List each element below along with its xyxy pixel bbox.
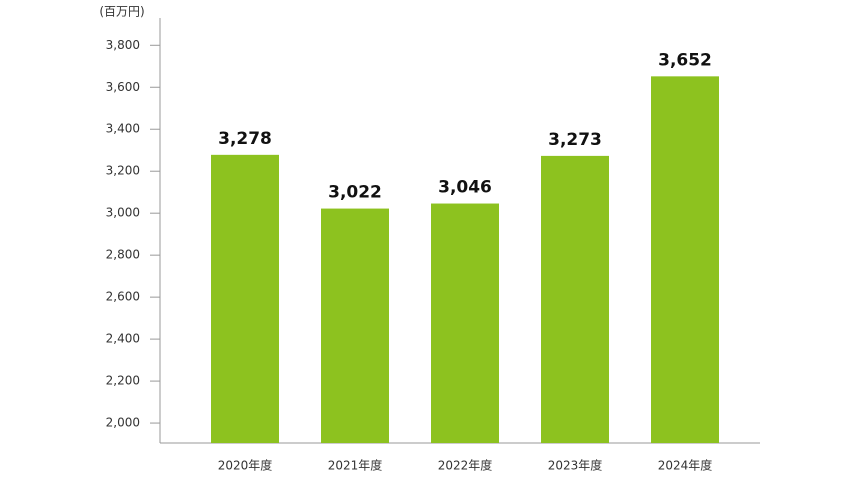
- bar: [431, 203, 499, 443]
- y-tick-label: 3,200: [106, 164, 140, 178]
- x-tick-label: 2022年度: [438, 458, 493, 473]
- y-tick-label: 2,800: [106, 248, 140, 262]
- bar: [321, 208, 389, 443]
- bar: [541, 155, 609, 443]
- y-tick-label: 3,800: [106, 38, 140, 52]
- y-tick-label: 2,000: [106, 416, 140, 430]
- value-label: 3,278: [218, 129, 272, 149]
- value-label: 3,022: [328, 183, 382, 203]
- x-tick-label: 2020年度: [218, 458, 273, 473]
- bar: [651, 76, 719, 444]
- unit-label: (百万円): [99, 5, 144, 19]
- x-tick-label: 2021年度: [328, 458, 383, 473]
- y-tick-label: 2,600: [106, 290, 140, 304]
- value-label: 3,273: [548, 130, 602, 150]
- y-tick-label: 3,000: [106, 206, 140, 220]
- y-tick-label: 3,400: [106, 122, 140, 136]
- y-tick-label: 3,600: [106, 80, 140, 94]
- y-tick-label: 2,400: [106, 332, 140, 346]
- x-tick-label: 2023年度: [548, 458, 603, 473]
- value-label: 3,652: [658, 50, 712, 70]
- bar: [211, 154, 279, 443]
- y-tick-label: 2,200: [106, 374, 140, 388]
- value-label: 3,046: [438, 178, 492, 198]
- x-tick-label: 2024年度: [658, 458, 713, 473]
